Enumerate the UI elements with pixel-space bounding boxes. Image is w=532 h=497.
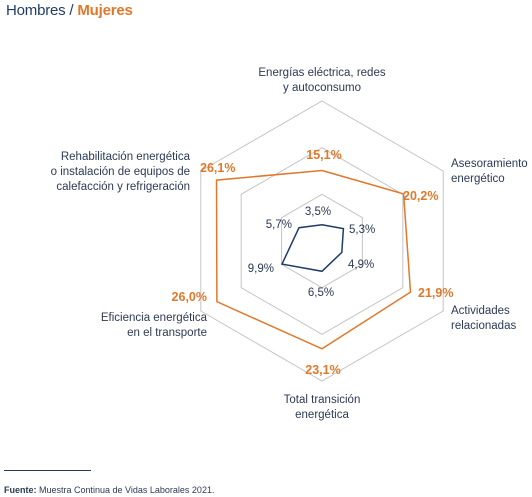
series-polygon-mujeres bbox=[215, 169, 412, 350]
category-label-line: Rehabilitación energética bbox=[61, 151, 191, 163]
value-label-hombres-4: 6,5% bbox=[308, 287, 334, 299]
source-label: Fuente: bbox=[4, 485, 37, 495]
grid-ring-1 bbox=[281, 193, 363, 289]
legend-women: Mujeres bbox=[77, 2, 133, 19]
footer-divider bbox=[4, 470, 91, 471]
value-labels: 3,5% 5,3% 4,9% 6,5% 9,9% 5,7% 15,1% 20,2% 21,9% 2… bbox=[172, 148, 454, 377]
value-label-mujeres-6: 26,1% bbox=[200, 161, 235, 175]
radar-series bbox=[215, 169, 412, 350]
value-label-hombres-1: 3,5% bbox=[305, 206, 331, 218]
legend-men: Hombres bbox=[6, 2, 66, 19]
value-label-mujeres-5: 26,0% bbox=[172, 290, 207, 304]
category-label-line: o instalación de equipos de bbox=[51, 166, 190, 178]
category-label-6: Rehabilitación energética o instalación d… bbox=[51, 151, 191, 193]
value-label-hombres-3: 4,9% bbox=[348, 259, 374, 271]
category-label-line: Eficiencia energética bbox=[101, 312, 208, 324]
category-label-4: Total transición energética bbox=[284, 394, 361, 421]
category-label-line: Total transición bbox=[284, 394, 361, 406]
category-label-line: en el transporte bbox=[127, 327, 207, 339]
category-label-line: Energías eléctrica, redes bbox=[258, 67, 385, 79]
legend-separator: / bbox=[65, 2, 78, 19]
category-label-line: Actividades bbox=[451, 305, 510, 317]
series-polygon-hombres bbox=[280, 223, 345, 273]
grid-ring-3 bbox=[200, 100, 444, 382]
category-label-2: Asesoramiento energético bbox=[451, 158, 528, 185]
category-label-line: energética bbox=[295, 409, 349, 421]
category-label-line: y autoconsumo bbox=[283, 82, 361, 94]
category-label-1: Energías eléctrica, redes y autoconsumo bbox=[258, 67, 385, 94]
category-label-line: calefacción y refrigeración bbox=[56, 181, 190, 193]
value-label-hombres-6: 5,7% bbox=[266, 219, 292, 231]
value-label-mujeres-2: 20,2% bbox=[403, 189, 438, 203]
radar-chart: Energías eléctrica, redes y autoconsumo As… bbox=[51, 67, 528, 421]
legend-title: Hombres / Mujeres bbox=[6, 2, 133, 19]
value-label-mujeres-1: 15,1% bbox=[306, 148, 341, 162]
category-label-5: Eficiencia energética en el transporte bbox=[101, 312, 208, 339]
category-label-line: relacionadas bbox=[451, 320, 516, 332]
source-text: Muestra Continua de Vidas Laborales 2021… bbox=[36, 485, 215, 495]
category-label-3: Actividades relacionadas bbox=[451, 305, 516, 332]
category-label-line: Asesoramiento bbox=[451, 158, 528, 170]
value-label-hombres-5: 9,9% bbox=[248, 263, 274, 275]
value-label-mujeres-4: 23,1% bbox=[305, 363, 340, 377]
value-label-mujeres-3: 21,9% bbox=[418, 286, 453, 300]
category-label-line: energético bbox=[451, 173, 505, 185]
value-label-hombres-2: 5,3% bbox=[349, 224, 375, 236]
source-note: Fuente: Muestra Continua de Vidas Labora… bbox=[4, 485, 214, 495]
category-labels: Energías eléctrica, redes y autoconsumo As… bbox=[51, 67, 528, 421]
